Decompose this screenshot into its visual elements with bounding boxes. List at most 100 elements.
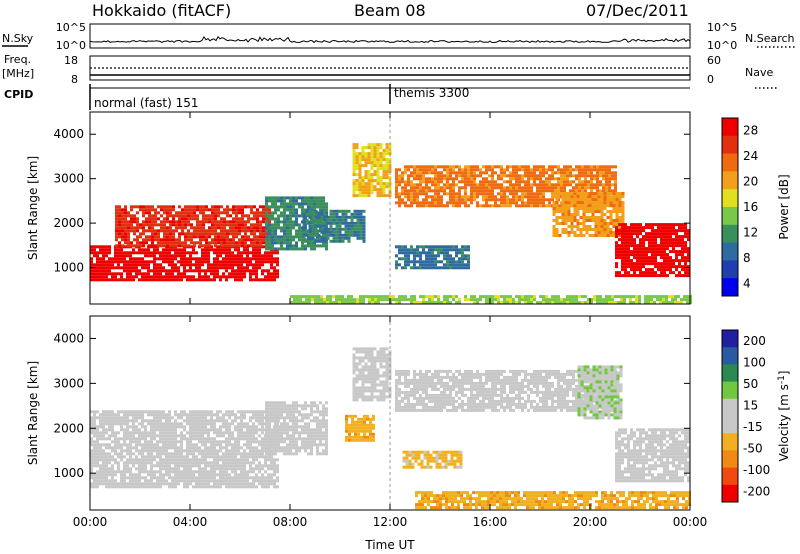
power-cell [428, 260, 431, 264]
velocity-cell [129, 413, 132, 417]
power-cell [527, 174, 530, 178]
power-cell [536, 168, 539, 172]
power-cell [578, 189, 581, 193]
velocity-cell [108, 419, 111, 423]
power-cell [295, 208, 298, 212]
power-cell [512, 186, 515, 190]
velocity-cell [198, 419, 201, 423]
power-cell [329, 233, 333, 237]
power-cell [136, 241, 139, 245]
power-cell [645, 235, 648, 239]
velocity-cell [162, 464, 165, 468]
power-cell [657, 223, 660, 227]
power-cell [243, 272, 246, 276]
power-cell [425, 204, 428, 208]
power-cell [681, 238, 684, 242]
power-cell [270, 272, 273, 276]
power-cell [614, 171, 617, 175]
velocity-cell [120, 410, 123, 414]
power-cell [163, 229, 166, 233]
power-cell [596, 186, 599, 190]
power-cell [138, 260, 141, 264]
power-cell [425, 168, 428, 172]
velocity-cell [117, 467, 120, 471]
power-cell [139, 223, 142, 227]
power-cell [458, 298, 461, 302]
power-cell [633, 253, 636, 257]
power-cell [506, 295, 509, 299]
power-cell [440, 204, 443, 208]
cpid-panel: CPID normal (fast) 151 themis 3300 [4, 84, 690, 110]
power-cell [118, 220, 121, 224]
velocity-cell [132, 419, 135, 423]
power-cell [99, 260, 102, 264]
power-cell [277, 208, 280, 212]
power-cell [428, 171, 431, 175]
power-cell [651, 244, 654, 248]
power-cell [618, 271, 621, 275]
power-cell [464, 183, 467, 187]
power-cell [413, 263, 416, 267]
power-cell [684, 247, 687, 251]
power-cell [629, 295, 632, 299]
power-cell [126, 266, 129, 270]
power-cell [99, 278, 102, 282]
power-cell [464, 198, 467, 202]
power-cell [587, 165, 590, 169]
power-cell [552, 231, 556, 234]
power-cell [632, 295, 635, 299]
power-cell [382, 191, 386, 195]
power-cell [121, 220, 124, 224]
power-cell [132, 251, 135, 255]
velocity-cell [150, 431, 153, 435]
velocity-cell [174, 482, 177, 486]
velocity-cell [186, 446, 189, 450]
power-cell [367, 155, 371, 159]
velocity-cell [168, 461, 171, 465]
power-cell [148, 235, 151, 239]
power-cell [276, 275, 279, 279]
power-cell [246, 251, 249, 255]
power-cell [133, 238, 136, 242]
power-cell [172, 244, 175, 248]
power-cell [542, 180, 545, 184]
velocity-cell [162, 413, 165, 417]
power-cell [401, 198, 404, 202]
power-cell [428, 180, 431, 184]
power-cell [686, 301, 689, 305]
power-cell [660, 223, 663, 227]
power-cell [130, 223, 133, 227]
power-cell [376, 161, 380, 165]
power-cell [666, 226, 669, 230]
power-cell [124, 226, 127, 230]
power-cell [572, 186, 575, 190]
power-cell [669, 265, 672, 269]
velocity-cell [156, 428, 159, 432]
power-cell [124, 205, 127, 209]
power-cell [355, 185, 359, 189]
power-cell [367, 191, 371, 195]
power-cell [434, 171, 437, 175]
power-cell [268, 229, 271, 233]
velocity-cell [168, 416, 171, 420]
power-cell [213, 263, 216, 267]
power-cell [660, 235, 663, 239]
power-cell [518, 183, 521, 187]
power-cell [323, 215, 327, 219]
power-cell [479, 168, 482, 172]
velocity-cell [105, 458, 108, 462]
power-cell [578, 174, 581, 178]
power-cell [159, 257, 162, 261]
power-cell [624, 256, 627, 260]
power-cell [506, 195, 509, 199]
power-cell [575, 301, 578, 305]
power-cell [615, 250, 618, 254]
velocity-cell [207, 479, 210, 483]
power-cell [591, 210, 595, 213]
power-cell [500, 301, 503, 305]
power-cell [111, 278, 114, 282]
power-cell [141, 251, 144, 255]
power-cell [310, 244, 313, 248]
velocity-cell [195, 422, 198, 426]
power-cell [356, 209, 360, 213]
